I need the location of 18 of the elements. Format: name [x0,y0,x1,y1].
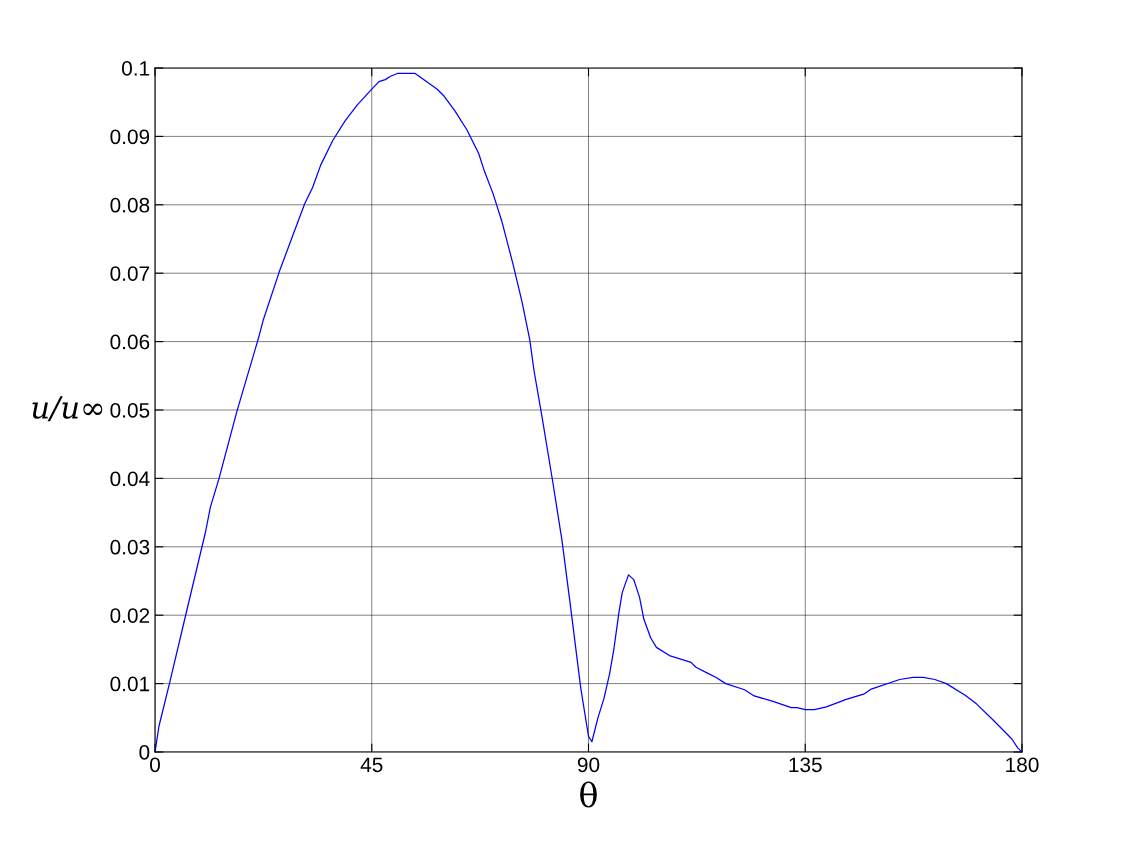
y-tick-label: 0.06 [110,334,150,350]
x-axis-title: θ [580,781,597,808]
y-tick-label: 0.08 [110,197,150,213]
y-tick-label: 0.04 [110,471,150,487]
y-tick-label: 0 [139,745,150,760]
y-tick-label: 0.09 [110,129,150,145]
y-tick-label: 0.1 [121,61,150,76]
y-tick-label: 0.01 [110,676,150,692]
x-tick-label: 0 [150,757,160,773]
y-tick-label: 0.03 [110,539,150,555]
y-tick-label: 0.07 [110,266,150,281]
y-tick-label: 0.02 [110,608,150,623]
x-tick-label: 180 [1006,757,1039,773]
x-tick-label: 45 [360,757,383,773]
x-tick-label: 90 [577,757,600,773]
x-tick-label: 135 [789,757,822,773]
y-axis-title: u/u∞ [32,396,103,422]
y-tick-label: 0.05 [110,403,150,418]
